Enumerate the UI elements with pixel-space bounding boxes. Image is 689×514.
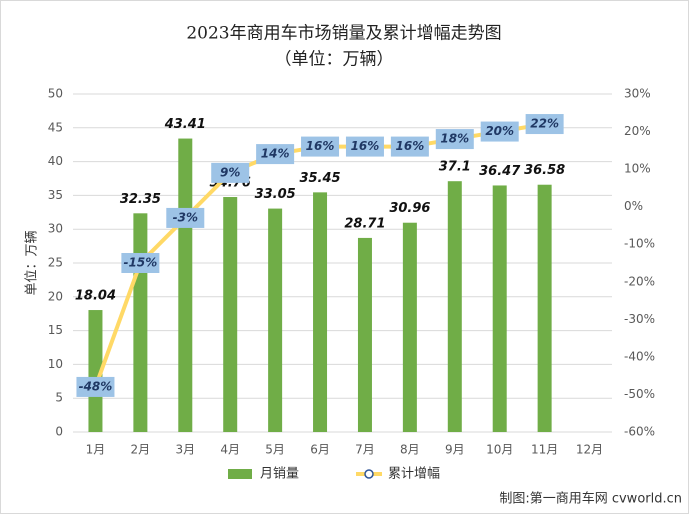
legend-swatch (228, 469, 252, 479)
x-tick-label: 1月 (86, 443, 106, 457)
x-tick-label: 11月 (531, 443, 558, 457)
y-tick-label: 15 (48, 323, 63, 337)
line-label-box (390, 136, 429, 157)
x-tick-label: 4月 (220, 443, 240, 457)
legend-label: 累计增幅 (388, 467, 440, 482)
line-label: -3% (173, 210, 198, 224)
line-label-box (211, 162, 250, 183)
bar (268, 208, 283, 432)
line-label-box (435, 129, 474, 150)
y2-tick-label: 10% (624, 162, 651, 176)
line-label-box (121, 253, 160, 273)
bar (223, 197, 238, 432)
x-tick-label: 9月 (445, 443, 465, 457)
bar-label: 35.45 (299, 171, 340, 186)
bar-label: 28.71 (344, 216, 385, 231)
bar-label: 30.96 (389, 201, 430, 216)
x-tick-label: 5月 (265, 443, 285, 457)
bar-label: 18.04 (75, 289, 116, 304)
line-label-box (166, 207, 205, 228)
line-label: -15% (124, 256, 158, 270)
bar-label: 37.1 (439, 160, 471, 175)
line-label: 18% (440, 132, 469, 146)
legend-marker (364, 469, 374, 479)
bar-label: 32.35 (120, 192, 161, 207)
bar-label: 36.47 (479, 164, 521, 179)
y2-tick-label: -30% (624, 312, 655, 326)
y-axis-label: 单位：万辆 (25, 230, 40, 295)
line-label-box (345, 136, 384, 157)
line-label-box (76, 376, 115, 397)
x-tick-label: 7月 (355, 443, 375, 457)
bar (313, 192, 328, 432)
y-tick-label: 25 (48, 256, 63, 270)
y-tick-label: 10 (48, 357, 63, 371)
bar-label: 43.41 (164, 117, 206, 132)
legend-label: 月销量 (260, 467, 299, 482)
bar-label: 36.58 (524, 163, 565, 178)
line-label: 9% (220, 165, 240, 179)
source: 制图:第一商用车网 cvworld.cn (499, 491, 682, 507)
y-tick-label: 45 (48, 120, 63, 134)
bar (537, 184, 552, 432)
line-label: 16% (306, 139, 335, 153)
line-label: 16% (351, 139, 380, 153)
line-label: -48% (79, 379, 113, 393)
y-tick-label: 35 (48, 188, 63, 202)
y-tick-label: 20 (48, 289, 63, 303)
bar (88, 310, 103, 432)
chart-title: 2023年商用车市场销量及累计增幅走势图 (186, 24, 501, 44)
line-label: 22% (530, 117, 559, 131)
bar (447, 181, 462, 432)
y2-tick-label: -10% (624, 237, 655, 251)
y-tick-label: 40 (48, 154, 63, 168)
y2-tick-label: -40% (624, 349, 655, 363)
y-tick-label: 0 (55, 425, 63, 439)
bar (133, 213, 148, 432)
bar-label: 33.05 (255, 187, 296, 202)
bar (492, 185, 507, 432)
line-label-box (256, 144, 295, 165)
bar (357, 237, 372, 432)
y2-tick-label: 0% (624, 199, 643, 213)
bar (402, 222, 417, 432)
line-label-box (480, 121, 519, 142)
line-label: 20% (485, 124, 514, 138)
y2-tick-label: -20% (624, 274, 655, 288)
y2-tick-label: -50% (624, 387, 655, 401)
line-label: 14% (261, 147, 290, 161)
y-tick-label: 50 (48, 87, 63, 101)
y2-tick-label: 20% (624, 124, 651, 138)
y-tick-label: 5 (55, 391, 63, 405)
x-tick-label: 8月 (400, 443, 420, 457)
x-tick-label: 10月 (486, 443, 513, 457)
x-tick-label: 12月 (576, 443, 603, 457)
y-tick-label: 30 (48, 222, 63, 236)
x-tick-label: 2月 (131, 443, 151, 457)
y2-tick-label: 30% (624, 87, 651, 101)
chart-subtitle: （单位：万辆） (275, 50, 394, 70)
y2-tick-label: -60% (624, 425, 655, 439)
x-tick-label: 3月 (175, 443, 195, 457)
x-tick-label: 6月 (310, 443, 330, 457)
line-label-box (301, 136, 340, 157)
bar (178, 138, 193, 432)
line-label: 16% (396, 139, 425, 153)
line-label-box (525, 114, 564, 135)
